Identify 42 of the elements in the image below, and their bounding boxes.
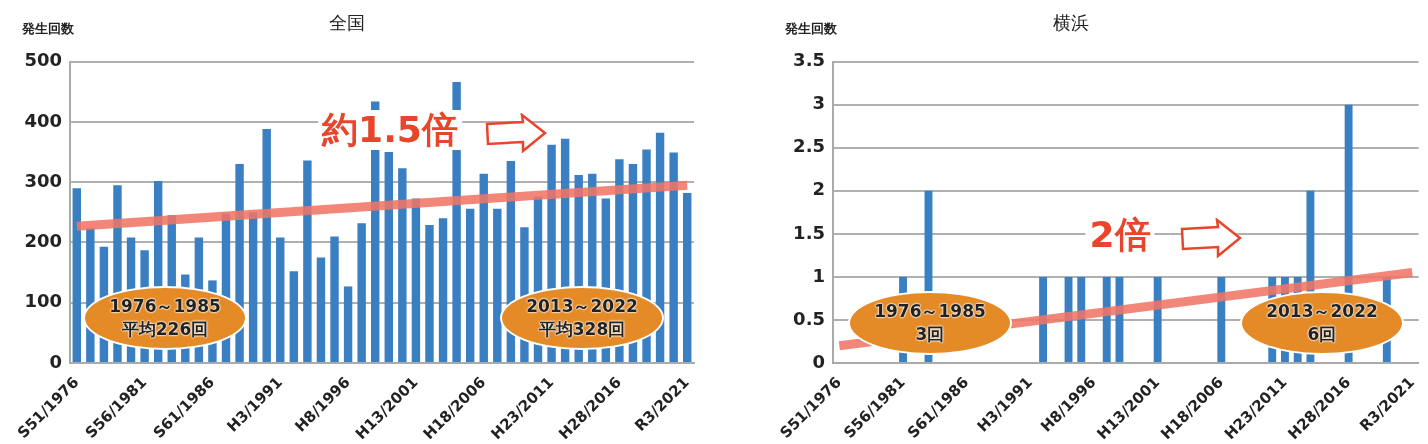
bar [479,173,488,362]
bar [384,152,393,362]
bar [465,208,475,362]
y-tick-label: 1.5 [793,221,825,243]
annotation: 2倍 [1085,214,1155,255]
bar [330,236,339,362]
bar [411,198,421,362]
bar [343,286,353,362]
bar [683,193,692,362]
bar [303,160,312,362]
y-tick-label: 0.5 [793,307,825,329]
y-tick-label: 2 [812,178,825,200]
bar [72,188,81,362]
chart-title: 横浜 [1053,12,1089,34]
oval-badge: 1976～1985 3回 [848,291,1012,355]
bar [316,257,326,362]
chart-title: 全国 [329,12,365,34]
y-tick-label: 300 [24,169,62,191]
oval-badge: 2013～2022 6回 [1240,291,1404,355]
bar [398,168,407,362]
y-tick-label: 100 [24,290,62,312]
bar [438,218,448,362]
y-tick-label: 400 [24,109,62,131]
bar [289,271,299,362]
bar [276,237,285,362]
y-tick-label: 0 [812,350,825,372]
y-tick-label: 0 [49,350,62,372]
y-tick-label: 3 [812,92,825,114]
bar [669,152,678,362]
bar [425,224,434,362]
y-tick-label: 500 [24,49,62,71]
bar [493,208,502,362]
y-tick-label: 200 [24,230,62,252]
y-tick-label: 3.5 [793,49,825,71]
bar [262,129,271,362]
y-tick-label: 1 [812,264,825,286]
annotation: 約1.5倍 [318,109,462,150]
y-tick-label: 2.5 [793,135,825,157]
y-axis-title: 発生回数 [784,21,838,37]
bar [1077,276,1086,362]
bar [357,223,366,362]
y-axis-title: 発生回数 [21,21,75,37]
